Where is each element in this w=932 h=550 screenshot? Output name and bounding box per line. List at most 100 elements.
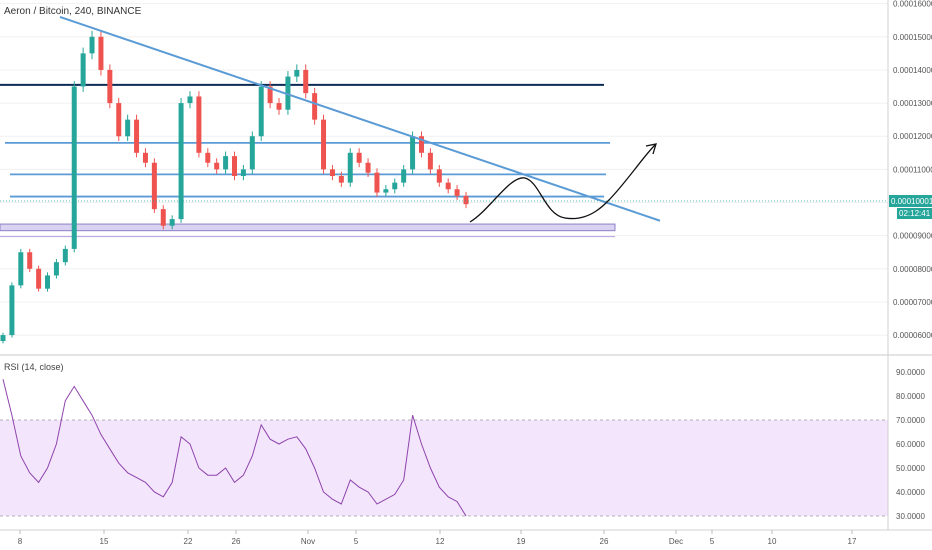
price-tick-label: 0.00015000 [893,33,932,42]
candle-body [196,96,202,153]
rsi-tick-label: 40.0000 [896,488,925,497]
price-tick-label: 0.00007000 [893,298,932,307]
projection-arrow-head [645,143,657,155]
candle-body [276,103,282,110]
candle-body [80,53,86,87]
time-axis[interactable]: 8 15 22 26 Nov 5 12 19 26 Dec 5 10 17 [18,530,857,546]
candle-body [71,86,77,249]
candle-body [178,103,184,220]
candle-body [418,136,424,153]
rsi-title: RSI (14, close) [4,362,64,372]
rsi-tick-label: 70.0000 [896,416,925,425]
current-price-label: 0.00010001 [891,197,932,206]
chart-title: Aeron / Bitcoin, 240, BINANCE [4,6,142,17]
candle-body [36,268,42,289]
candle-body [62,248,68,263]
projection-arrow-path [469,144,656,223]
current-price-badge [889,195,932,207]
candle-body [142,152,148,163]
candle-body [107,69,113,104]
candle-body [160,209,166,226]
candle-body [365,162,371,173]
rsi-line [2,379,467,517]
candle-body [45,275,51,289]
candle-body [249,136,255,170]
candle-body [374,172,380,193]
time-tick-label: 10 [768,537,777,546]
price-levels [0,83,616,238]
price-tick-label: 0.00013000 [893,99,932,108]
candle-body [223,156,229,170]
candle-body [134,119,140,153]
time-tick-label: 12 [436,537,445,546]
time-tick-label: 5 [710,537,715,546]
price-tick-label: 0.00016000 [893,0,932,9]
rsi-tick-label: 80.0000 [896,392,925,401]
rsi-pane: 90.0000 80.0000 70.0000 60.0000 50.0000 40.00… [0,368,925,521]
candle-body [89,36,95,54]
time-tick-label: 5 [354,537,359,546]
time-tick-label: Dec [669,537,683,546]
candle-body [427,152,433,170]
countdown-label: 02:12:41 [899,209,931,218]
time-tick-label: 26 [600,537,609,546]
price-tick-label: 0.00012000 [893,132,932,141]
price-tick-label: 0.00014000 [893,66,932,75]
rsi-tick-label: 90.0000 [896,368,925,377]
rsi-band [0,420,888,516]
time-tick-label: 19 [517,537,526,546]
candle-body [258,86,264,137]
candle-body [232,156,237,176]
candle-body [410,136,416,170]
candle-body [0,335,6,342]
price-tick-label: 0.00009000 [893,232,932,241]
price-tick-label: 0.00006000 [893,331,932,340]
candle-body [98,36,104,70]
candle-body [303,69,309,94]
candle-body [347,152,353,183]
rsi-tick-label: 50.0000 [896,464,925,473]
candle-body [285,76,291,110]
candle-body [329,169,335,176]
candle-body [240,169,246,176]
time-tick-label: 8 [18,537,23,546]
price-grid [0,3,888,336]
candle-body [312,93,318,120]
support-zone[interactable] [0,223,616,232]
candle-body [125,119,131,137]
candle-body [454,189,460,196]
time-tick-label: 26 [232,537,241,546]
countdown-badge [897,208,932,219]
candle-body [116,103,122,137]
candlestick-series [0,30,469,344]
candle-body [205,152,211,163]
candle-body [169,219,175,226]
candle-body [187,96,193,104]
descending-trendline[interactable] [59,15,661,222]
candle-body [151,162,157,210]
candle-body [267,86,273,104]
time-tick-label: 15 [100,537,109,546]
candle-body [53,262,59,276]
candle-body [294,69,300,77]
candle-body [18,252,24,286]
rsi-tick-label: 60.0000 [896,440,925,449]
price-tick-label: 0.00011000 [893,165,932,174]
candle-body [383,189,389,193]
time-tick-label: 17 [848,537,857,546]
candle-body [9,285,15,336]
candle-body [401,169,407,183]
candle-body [445,182,451,190]
candle-body [338,176,344,183]
candle-body [27,252,33,269]
time-tick-label: 22 [184,537,193,546]
candle-body [392,182,398,190]
candle-body [436,169,442,183]
time-tick-label: Nov [301,537,315,546]
candle-body [463,195,469,205]
candle-body [214,162,220,170]
rsi-tick-label: 30.0000 [896,512,925,521]
candle-body [356,152,362,163]
candle-body [321,119,327,170]
